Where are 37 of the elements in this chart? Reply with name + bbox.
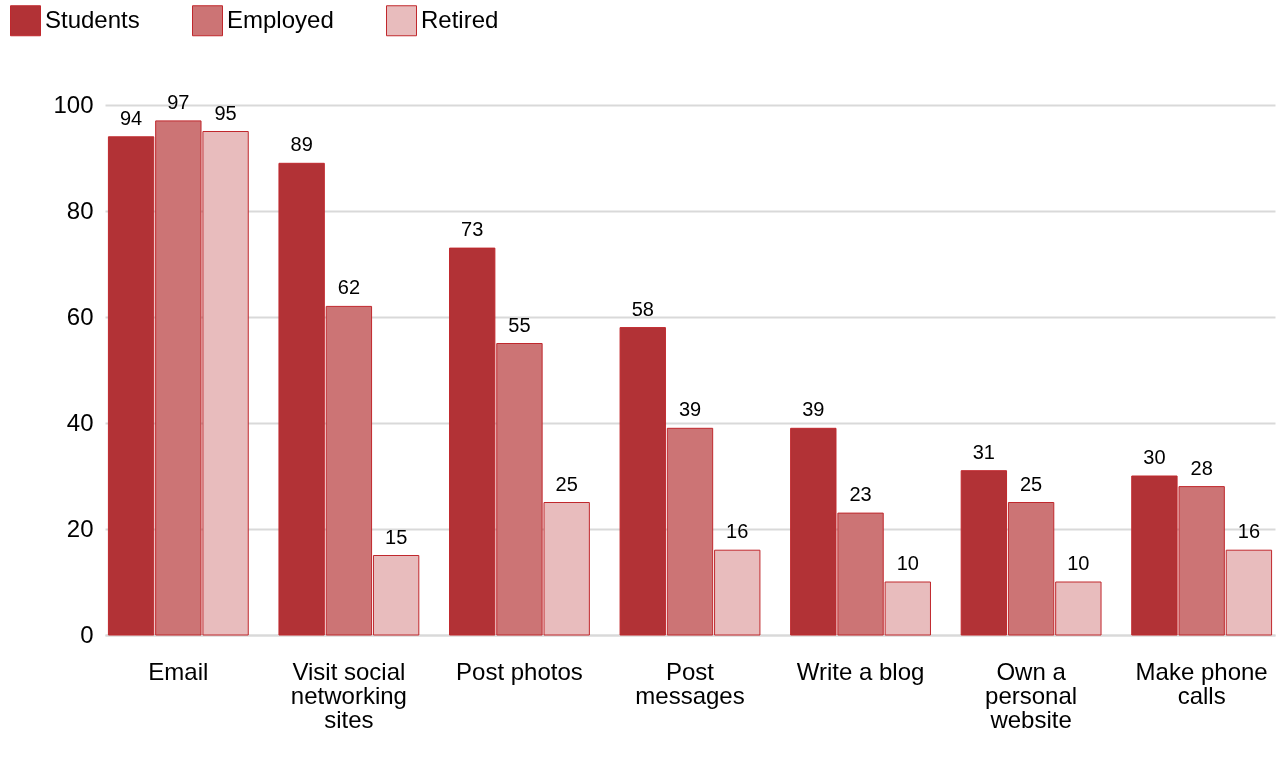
data-label: 23	[849, 483, 872, 506]
data-label: 89	[290, 133, 313, 156]
legend-label: Retired	[421, 5, 499, 33]
x-tick-label: Email	[148, 657, 209, 685]
x-tick-label: Post photos	[456, 657, 583, 685]
legend-label: Students	[45, 5, 140, 33]
data-label: 10	[896, 552, 919, 574]
y-tick-label: 80	[66, 196, 94, 224]
data-label: 39	[678, 398, 702, 421]
x-tick-label: Make phone calls	[1135, 657, 1268, 709]
data-label: 16	[1237, 520, 1261, 543]
x-tick-label: Post messages	[635, 657, 745, 709]
data-label: 16	[726, 520, 749, 543]
data-label: 15	[385, 525, 408, 548]
x-tick-label: Own a personal website	[985, 657, 1078, 733]
data-label: 28	[1190, 456, 1213, 479]
data-label: 55	[508, 313, 531, 336]
data-label: 39	[802, 398, 825, 421]
data-label: 25	[555, 472, 578, 495]
x-tick-label: Write a blog	[796, 657, 925, 685]
data-label: 94	[119, 106, 143, 129]
legend-label: Employed	[227, 5, 334, 33]
x-tick-label: Visit social networking sites	[290, 657, 407, 733]
data-label: 62	[337, 276, 361, 299]
y-tick-label: 0	[80, 620, 94, 648]
data-label: 10	[1067, 552, 1090, 574]
data-label: 97	[167, 90, 190, 113]
data-label: 30	[1143, 446, 1166, 468]
data-label: 31	[972, 440, 995, 463]
data-label: 95	[214, 101, 237, 124]
y-tick-label: 40	[66, 408, 94, 436]
y-tick-label: 60	[66, 302, 94, 330]
y-tick-label: 100	[53, 90, 94, 118]
y-tick-label: 20	[66, 514, 94, 542]
data-label: 73	[461, 218, 484, 241]
data-label: 25	[1019, 472, 1043, 495]
data-label: 58	[631, 297, 654, 320]
